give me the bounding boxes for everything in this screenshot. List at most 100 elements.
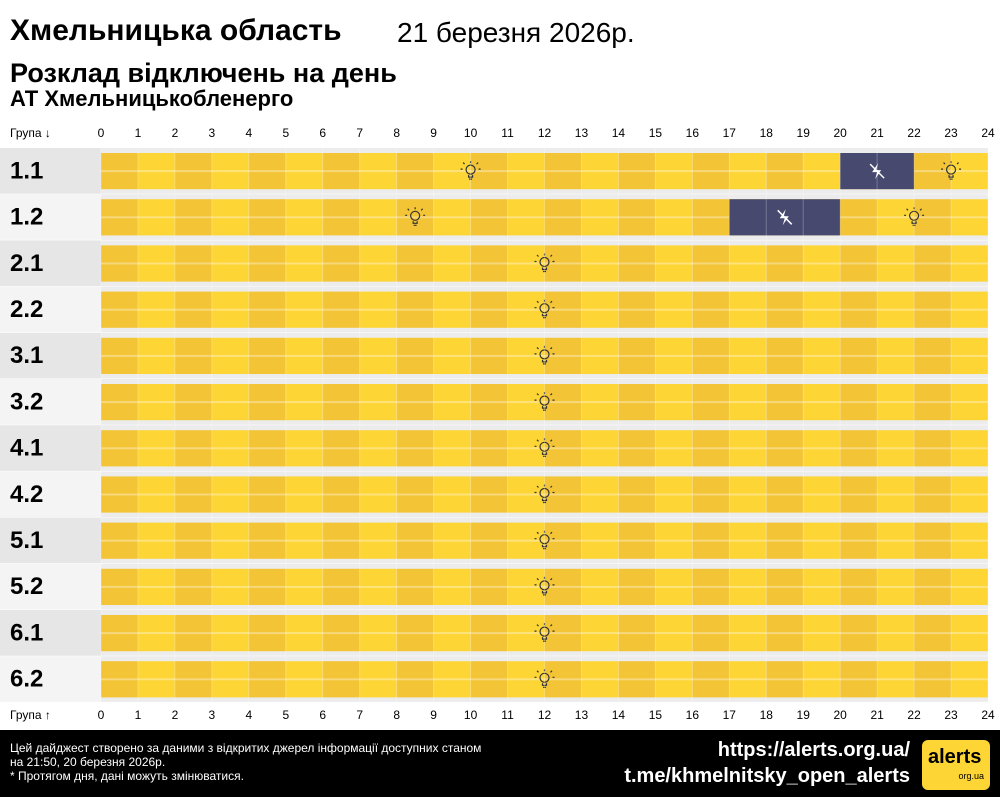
hour-cell [470,199,508,236]
hour-cell [655,384,693,421]
hour-cell [396,615,434,652]
icon-part [465,164,476,175]
hour-cell [137,153,175,190]
hour-cell [581,337,619,374]
hour-cell [544,430,582,467]
date: 21 березня 2026р. [397,17,635,48]
hour-cell [655,568,693,605]
hour-cell [174,430,212,467]
hour-cell [655,661,693,698]
x-tick-label: 12 [538,126,552,140]
hour-cell [322,337,360,374]
hour-cell [101,430,138,467]
hour-cell [544,615,582,652]
hour-cell [692,337,730,374]
hour-cell [285,199,323,236]
hour-cell [729,291,767,328]
hour-cell [655,245,693,282]
hour-cell [396,337,434,374]
power-on-icon [460,161,481,180]
hour-cell [877,615,915,652]
hour-cell [433,430,471,467]
hour-cell [803,153,841,190]
icon-part [539,441,550,452]
power-on-icon [534,345,555,365]
hour-cell [101,199,138,236]
hour-cell [433,337,471,374]
hour-cell [507,384,545,421]
subtitle: Розклад відключень на день [10,58,397,88]
hour-cell [581,291,619,328]
hour-cell [137,384,175,421]
power-on-icon [534,484,555,504]
row-label-bg [0,563,101,610]
hour-cell [211,291,249,328]
hour-cell [544,337,582,374]
x-tick-label: 16 [686,126,700,140]
hour-cell [211,661,249,698]
row-label-bg [0,379,101,426]
x-tick-label: 11 [501,708,514,722]
row-label-bg [0,471,101,518]
hour-cell [285,476,323,513]
hour-cell [211,199,249,236]
hour-cell [137,245,175,282]
hour-cell [877,661,915,698]
hour-cell [729,522,767,559]
hour-cell [618,291,656,328]
hour-cell [470,476,508,513]
hour-cell [951,337,988,374]
row-label-bg [0,425,101,472]
x-tick-label: 18 [760,126,774,140]
hour-cell [951,199,988,236]
hour-cell [507,153,545,190]
row-label-bg [0,286,101,333]
hour-cell [766,291,804,328]
icon-part [539,626,550,637]
logo: alerts org.ua [922,740,990,790]
hour-cell [729,615,767,652]
power-on-icon [534,576,555,596]
hour-cell [322,430,360,467]
hour-cell [877,568,915,605]
hour-cell [914,615,952,652]
x-tick-label: 22 [907,708,921,722]
x-tick-label: 20 [833,708,847,722]
hour-cell [396,291,434,328]
footer-disclaimer: * Протягом дня, дані можуть змінюватися. [10,769,244,783]
x-tick-label: 10 [464,126,478,140]
hour-cell [470,522,508,559]
row-stripe [101,308,988,311]
hour-cell [766,568,804,605]
hour-cell [396,245,434,282]
hour-cell [211,476,249,513]
hour-cell [914,430,952,467]
hour-cell [322,615,360,652]
hour-cell [692,568,730,605]
hour-cell [174,384,212,421]
hour-cell [766,337,804,374]
hour-cell [396,384,434,421]
x-tick-label: 24 [981,126,995,140]
power-on-icon [534,669,555,688]
channel-link[interactable]: t.me/khmelnitsky_open_alerts [624,765,910,787]
hour-cell [359,337,397,374]
hour-cell [433,476,471,513]
footer: Цей дайджест створено за даними з відкри… [0,730,1000,797]
hour-cell [729,568,767,605]
x-tick-label: 22 [907,126,921,140]
row-stripe [101,493,988,496]
x-tick-label: 13 [575,708,589,722]
hour-cell [359,476,397,513]
hour-cell [803,661,841,698]
hour-cell [211,568,249,605]
site-link[interactable]: https://alerts.org.ua/ [717,739,910,761]
hour-cell [507,430,545,467]
icon-part [534,253,555,273]
hour-cell [581,661,619,698]
hour-cell [729,476,767,513]
hour-cell [470,153,508,190]
hour-cell [137,430,175,467]
hour-cell [877,199,915,236]
